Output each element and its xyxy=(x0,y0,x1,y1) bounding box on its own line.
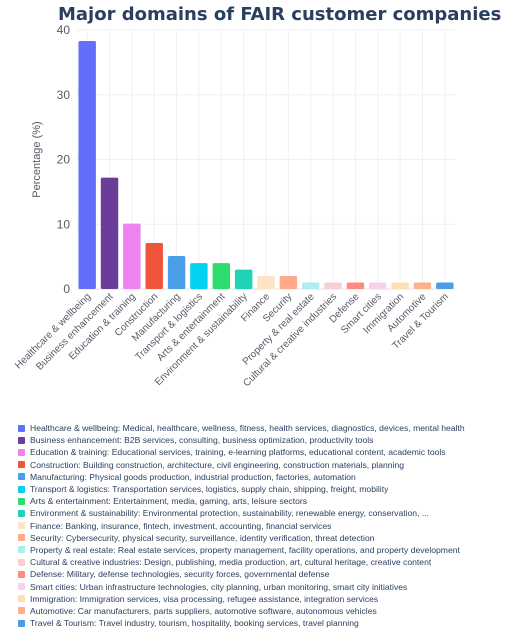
y-tick-label: 0 xyxy=(63,282,70,296)
legend-item: Immigration: Immigration services, visa … xyxy=(18,593,506,605)
bar xyxy=(369,282,387,289)
legend-item: Cultural & creative industries: Design, … xyxy=(18,556,506,568)
legend-swatch xyxy=(18,509,25,517)
bar xyxy=(123,223,141,289)
legend-label: Arts & entertainment: Entertainment, med… xyxy=(30,496,308,507)
bar xyxy=(167,255,186,289)
legend-item: Property & real estate: Real estate serv… xyxy=(18,544,506,556)
legend-swatch xyxy=(18,522,25,530)
legend-item: Transport & logistics: Transportation se… xyxy=(18,483,506,495)
legend-swatch xyxy=(18,448,25,456)
bar xyxy=(234,269,253,289)
legend: Healthcare & wellbeing: Medical, healthc… xyxy=(18,422,506,629)
bar xyxy=(212,263,231,289)
legend-label: Business enhancement: B2B services, cons… xyxy=(30,435,374,446)
bar xyxy=(257,276,275,289)
legend-label: Construction: Building construction, arc… xyxy=(30,459,405,470)
legend-label: Cultural & creative industries: Design, … xyxy=(30,557,432,568)
legend-label: Travel & Tourism: Travel industry, touri… xyxy=(30,618,359,629)
legend-label: Healthcare & wellbeing: Medical, healthc… xyxy=(30,423,465,434)
legend-swatch xyxy=(18,595,25,603)
bar xyxy=(324,282,342,289)
legend-item: Arts & entertainment: Entertainment, med… xyxy=(18,495,506,507)
legend-swatch xyxy=(18,558,25,566)
bar xyxy=(436,282,454,289)
bar xyxy=(145,243,163,289)
legend-item: Smart cities: Urban infrastructure techn… xyxy=(18,580,506,592)
legend-item: Construction: Building construction, arc… xyxy=(18,459,506,471)
legend-item: Business enhancement: B2B services, cons… xyxy=(18,434,506,446)
legend-label: Property & real estate: Real estate serv… xyxy=(30,544,460,555)
y-tick-label: 40 xyxy=(57,23,71,37)
legend-label: Environment & sustainability: Environmen… xyxy=(30,508,430,519)
legend-item: Environment & sustainability: Environmen… xyxy=(18,507,506,519)
legend-swatch xyxy=(18,619,25,627)
bar xyxy=(301,282,320,289)
legend-swatch xyxy=(18,461,25,469)
legend-item: Manufacturing: Physical goods production… xyxy=(18,471,506,483)
legend-swatch xyxy=(18,583,25,591)
bar xyxy=(413,282,432,289)
legend-swatch xyxy=(18,497,25,505)
legend-item: Finance: Banking, insurance, fintech, in… xyxy=(18,520,506,532)
bar xyxy=(190,263,208,289)
legend-swatch xyxy=(18,485,25,493)
legend-swatch xyxy=(18,607,25,615)
legend-label: Finance: Banking, insurance, fintech, in… xyxy=(30,520,332,531)
y-tick-label: 10 xyxy=(57,217,71,231)
legend-item: Healthcare & wellbeing: Medical, healthc… xyxy=(18,422,506,434)
legend-label: Education & training: Educational servic… xyxy=(30,447,446,458)
legend-swatch xyxy=(18,546,25,554)
legend-label: Smart cities: Urban infrastructure techn… xyxy=(30,581,408,592)
chart-title: Major domains of FAIR customer companies xyxy=(58,4,502,25)
legend-item: Automotive: Car manufacturers, parts sup… xyxy=(18,605,506,617)
bar xyxy=(78,41,96,289)
bar xyxy=(391,282,409,289)
legend-item: Security: Cybersecurity, physical securi… xyxy=(18,532,506,544)
y-tick-label: 20 xyxy=(57,153,71,167)
bar xyxy=(279,276,298,289)
legend-label: Transport & logistics: Transportation se… xyxy=(30,484,389,495)
legend-label: Immigration: Immigration services, visa … xyxy=(30,593,379,604)
legend-item: Defense: Military, defense technologies,… xyxy=(18,568,506,580)
legend-label: Defense: Military, defense technologies,… xyxy=(30,569,330,580)
legend-item: Education & training: Educational servic… xyxy=(18,446,506,458)
y-axis-label: Percentage (%) xyxy=(31,121,43,197)
bar xyxy=(346,282,365,289)
legend-swatch xyxy=(18,424,25,432)
legend-label: Security: Cybersecurity, physical securi… xyxy=(30,532,375,543)
legend-swatch xyxy=(18,570,25,578)
legend-label: Automotive: Car manufacturers, parts sup… xyxy=(30,605,377,616)
legend-label: Manufacturing: Physical goods production… xyxy=(30,471,356,482)
y-tick-label: 30 xyxy=(57,88,71,102)
legend-swatch xyxy=(18,473,25,481)
legend-swatch xyxy=(18,436,25,444)
bar xyxy=(100,177,119,289)
legend-swatch xyxy=(18,534,25,542)
legend-item: Travel & Tourism: Travel industry, touri… xyxy=(18,617,506,629)
